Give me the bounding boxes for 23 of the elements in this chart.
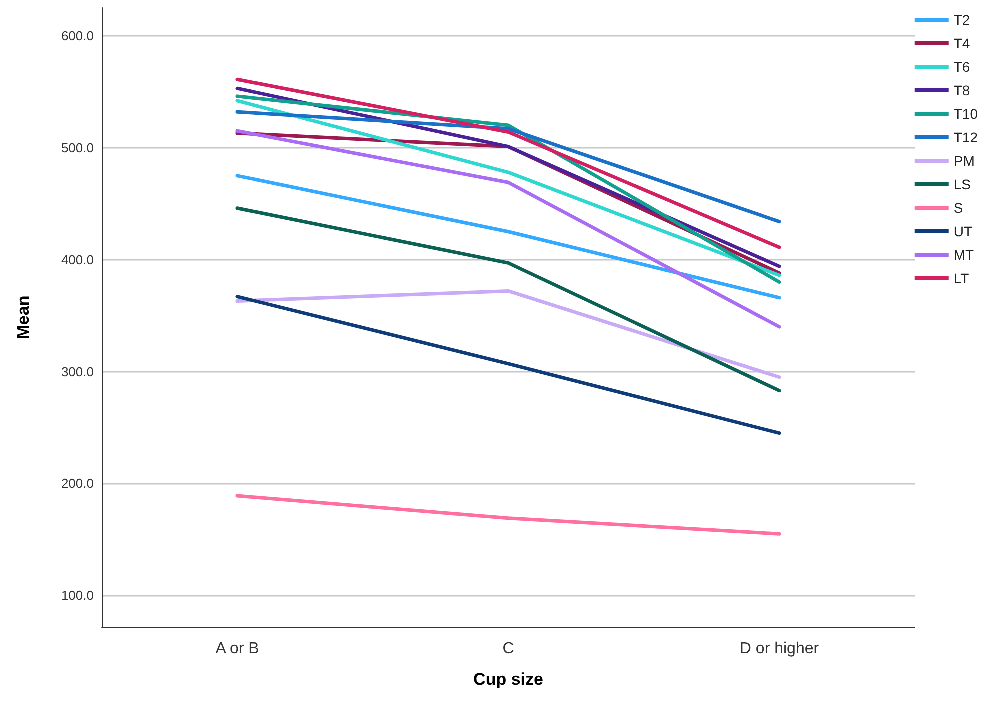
legend-label: MT	[954, 247, 975, 263]
legend-label: LS	[954, 176, 971, 192]
y-tick-label: 300.0	[61, 364, 94, 380]
legend-label: T12	[954, 130, 978, 146]
legend-label: T4	[954, 36, 970, 52]
legend-label: UT	[954, 224, 973, 240]
y-tick-label: 600.0	[61, 28, 94, 44]
y-tick-label: 200.0	[61, 476, 94, 492]
y-tick-label: 100.0	[61, 588, 94, 604]
legend-label: S	[954, 200, 964, 216]
y-tick-label: 500.0	[61, 140, 94, 156]
legend-label: T2	[954, 12, 970, 28]
x-tick-label: C	[502, 640, 514, 658]
x-tick-label: A or B	[216, 640, 260, 658]
legend-label: LT	[954, 270, 970, 286]
legend-label: PM	[954, 153, 975, 169]
x-tick-label: D or higher	[740, 640, 820, 658]
y-tick-label: 400.0	[61, 252, 94, 268]
y-axis-title: Mean	[14, 296, 33, 340]
x-axis-title: Cup size	[474, 670, 544, 689]
legend-label: T8	[954, 82, 970, 98]
legend-label: T6	[954, 59, 970, 75]
legend-label: T10	[954, 106, 978, 122]
